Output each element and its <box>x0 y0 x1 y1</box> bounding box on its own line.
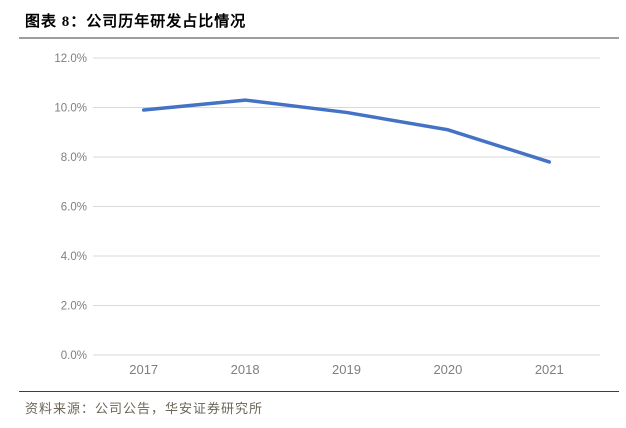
y-axis-tick-label: 0.0% <box>61 350 87 362</box>
x-axis-tick-label: 2020 <box>433 362 462 377</box>
y-axis-tick-label: 8.0% <box>61 152 87 164</box>
y-axis-tick-label: 6.0% <box>61 202 87 214</box>
y-axis-tick-label: 4.0% <box>61 251 87 263</box>
title-divider <box>19 37 619 39</box>
y-axis-tick-label: 10.0% <box>54 103 87 115</box>
y-axis-tick-label: 2.0% <box>61 301 87 313</box>
source-divider <box>19 391 619 392</box>
y-axis-tick-label: 12.0% <box>54 53 87 65</box>
x-axis-tick-label: 2021 <box>535 362 564 377</box>
data-series-line <box>141 98 552 164</box>
figure-title: 图表 8：公司历年研发占比情况 <box>25 14 247 30</box>
figure-source: 资料来源：公司公告，华安证券研究所 <box>25 401 264 416</box>
x-axis-tick-label: 2019 <box>332 362 361 377</box>
x-axis-tick-label: 2018 <box>231 362 260 377</box>
x-axis-tick-label: 2017 <box>129 362 158 377</box>
